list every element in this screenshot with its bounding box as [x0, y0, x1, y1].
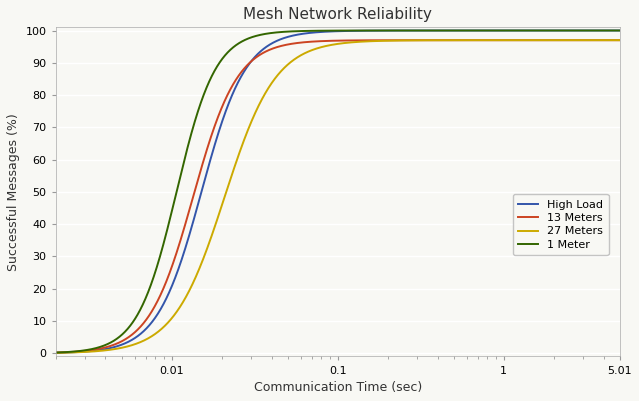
27 Meters	[616, 38, 624, 43]
1 Meter	[616, 28, 624, 33]
High Load	[544, 28, 551, 33]
1 Meter	[116, 334, 124, 339]
High Load	[52, 350, 59, 355]
Line: 1 Meter: 1 Meter	[56, 30, 620, 352]
27 Meters	[116, 346, 124, 350]
13 Meters	[544, 38, 551, 43]
13 Meters	[604, 38, 612, 43]
Title: Mesh Network Reliability: Mesh Network Reliability	[243, 7, 432, 22]
13 Meters	[52, 350, 59, 355]
X-axis label: Communication Time (sec): Communication Time (sec)	[254, 381, 422, 394]
27 Meters	[268, 80, 275, 85]
13 Meters	[116, 340, 124, 344]
High Load	[616, 28, 624, 33]
27 Meters	[604, 38, 612, 43]
High Load	[604, 28, 612, 33]
Y-axis label: Successful Messages (%): Successful Messages (%)	[7, 113, 20, 271]
High Load	[293, 32, 300, 37]
13 Meters	[293, 41, 300, 46]
Line: High Load: High Load	[56, 30, 620, 353]
High Load	[268, 41, 275, 46]
1 Meter	[268, 30, 275, 35]
1 Meter	[293, 29, 300, 34]
1 Meter	[150, 275, 157, 280]
High Load	[116, 343, 124, 348]
27 Meters	[150, 333, 157, 338]
13 Meters	[616, 38, 624, 43]
1 Meter	[544, 28, 551, 33]
High Load	[150, 318, 157, 323]
Legend: High Load, 13 Meters, 27 Meters, 1 Meter: High Load, 13 Meters, 27 Meters, 1 Meter	[512, 194, 608, 255]
1 Meter	[52, 350, 59, 355]
1 Meter	[604, 28, 612, 33]
13 Meters	[268, 47, 275, 51]
Line: 27 Meters: 27 Meters	[56, 40, 620, 353]
27 Meters	[544, 38, 551, 43]
13 Meters	[150, 306, 157, 311]
27 Meters	[52, 350, 59, 355]
27 Meters	[293, 56, 300, 61]
Line: 13 Meters: 13 Meters	[56, 40, 620, 352]
